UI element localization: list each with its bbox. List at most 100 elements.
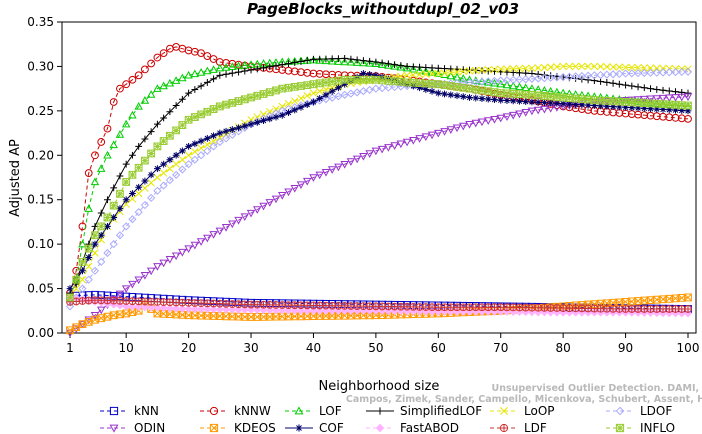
data-point — [78, 275, 87, 284]
data-point — [633, 96, 643, 104]
legend-label: FastABOD — [400, 421, 459, 434]
data-point — [159, 81, 168, 90]
data-point — [278, 84, 287, 93]
data-point — [528, 64, 536, 72]
data-point — [315, 69, 324, 78]
data-point — [528, 98, 536, 106]
data-point — [371, 84, 380, 93]
data-point — [103, 312, 112, 321]
data-point — [140, 272, 150, 280]
data-point — [446, 71, 456, 80]
data-point — [91, 222, 99, 230]
data-point — [297, 58, 305, 65]
data-point — [434, 64, 442, 72]
data-point — [653, 64, 661, 72]
data-point — [172, 126, 181, 135]
data-point — [334, 57, 343, 65]
data-point — [322, 70, 330, 79]
data-point — [421, 133, 431, 142]
data-point — [85, 254, 93, 261]
data-point — [247, 66, 255, 74]
data-point — [197, 144, 205, 152]
data-point — [372, 58, 380, 66]
data-point — [291, 59, 299, 66]
data-point — [609, 103, 617, 110]
data-point — [565, 72, 574, 81]
data-point — [84, 317, 93, 326]
data-point — [659, 86, 667, 94]
data-point — [640, 104, 648, 112]
legend-label: KDEOS — [234, 421, 276, 434]
data-point — [234, 305, 243, 314]
data-point — [684, 114, 692, 123]
data-point — [447, 91, 455, 99]
data-point — [78, 320, 87, 329]
data-point — [359, 58, 368, 67]
data-point — [303, 56, 311, 64]
data-point — [499, 423, 509, 433]
data-point — [209, 231, 218, 239]
data-point — [104, 196, 111, 204]
data-point — [196, 68, 206, 76]
data-point — [165, 256, 175, 264]
data-point — [540, 105, 549, 114]
data-point — [159, 49, 168, 57]
y-axis: 0.00 0.05 0.10 0.15 0.20 0.25 0.30 0.35 — [27, 15, 62, 340]
data-point — [303, 68, 312, 77]
data-point — [122, 196, 130, 204]
data-point — [384, 61, 393, 69]
data-point — [147, 149, 156, 158]
data-point — [490, 115, 499, 124]
data-point — [153, 165, 161, 173]
data-point — [478, 66, 486, 74]
data-point — [534, 64, 542, 72]
data-point — [415, 135, 424, 143]
data-point — [321, 168, 331, 177]
data-point — [459, 67, 468, 76]
data-point — [502, 113, 512, 121]
data-point — [66, 326, 74, 335]
data-point — [178, 155, 187, 164]
data-point — [378, 59, 386, 67]
data-point — [129, 151, 136, 159]
data-point — [334, 76, 343, 85]
data-point — [66, 285, 74, 292]
data-point — [628, 104, 636, 112]
data-point — [647, 85, 654, 93]
data-point — [559, 100, 567, 108]
series-ldof — [65, 67, 693, 311]
data-point — [134, 302, 143, 311]
data-point — [203, 52, 212, 60]
data-point — [415, 70, 424, 79]
y-tick-label: 0.35 — [27, 15, 54, 29]
data-point — [327, 166, 337, 174]
data-point — [284, 83, 293, 92]
data-point — [472, 94, 480, 102]
data-point — [266, 115, 274, 123]
data-point — [540, 74, 549, 83]
data-point — [646, 111, 655, 120]
data-point — [446, 126, 456, 134]
data-point — [96, 306, 106, 315]
data-point — [209, 142, 218, 151]
data-point — [241, 122, 249, 130]
data-point — [509, 97, 517, 105]
data-point — [209, 423, 219, 433]
chart-title: PageBlocks_withoutdupl_02_v03 — [247, 0, 519, 18]
data-point — [521, 83, 530, 91]
data-point — [396, 62, 406, 71]
data-point — [322, 85, 330, 94]
data-point — [197, 49, 205, 57]
data-point — [78, 239, 87, 248]
data-point — [340, 160, 349, 169]
data-point — [259, 90, 268, 98]
data-point — [665, 113, 674, 122]
data-point — [160, 114, 168, 122]
data-point — [310, 55, 317, 63]
data-point — [147, 59, 156, 68]
data-point — [265, 306, 274, 315]
data-point — [309, 80, 318, 89]
legend: kNN kNNW LOF SimplifiedLOF LoOP LDOF ODIN KDEOS… — [100, 404, 675, 434]
data-point — [165, 78, 175, 87]
